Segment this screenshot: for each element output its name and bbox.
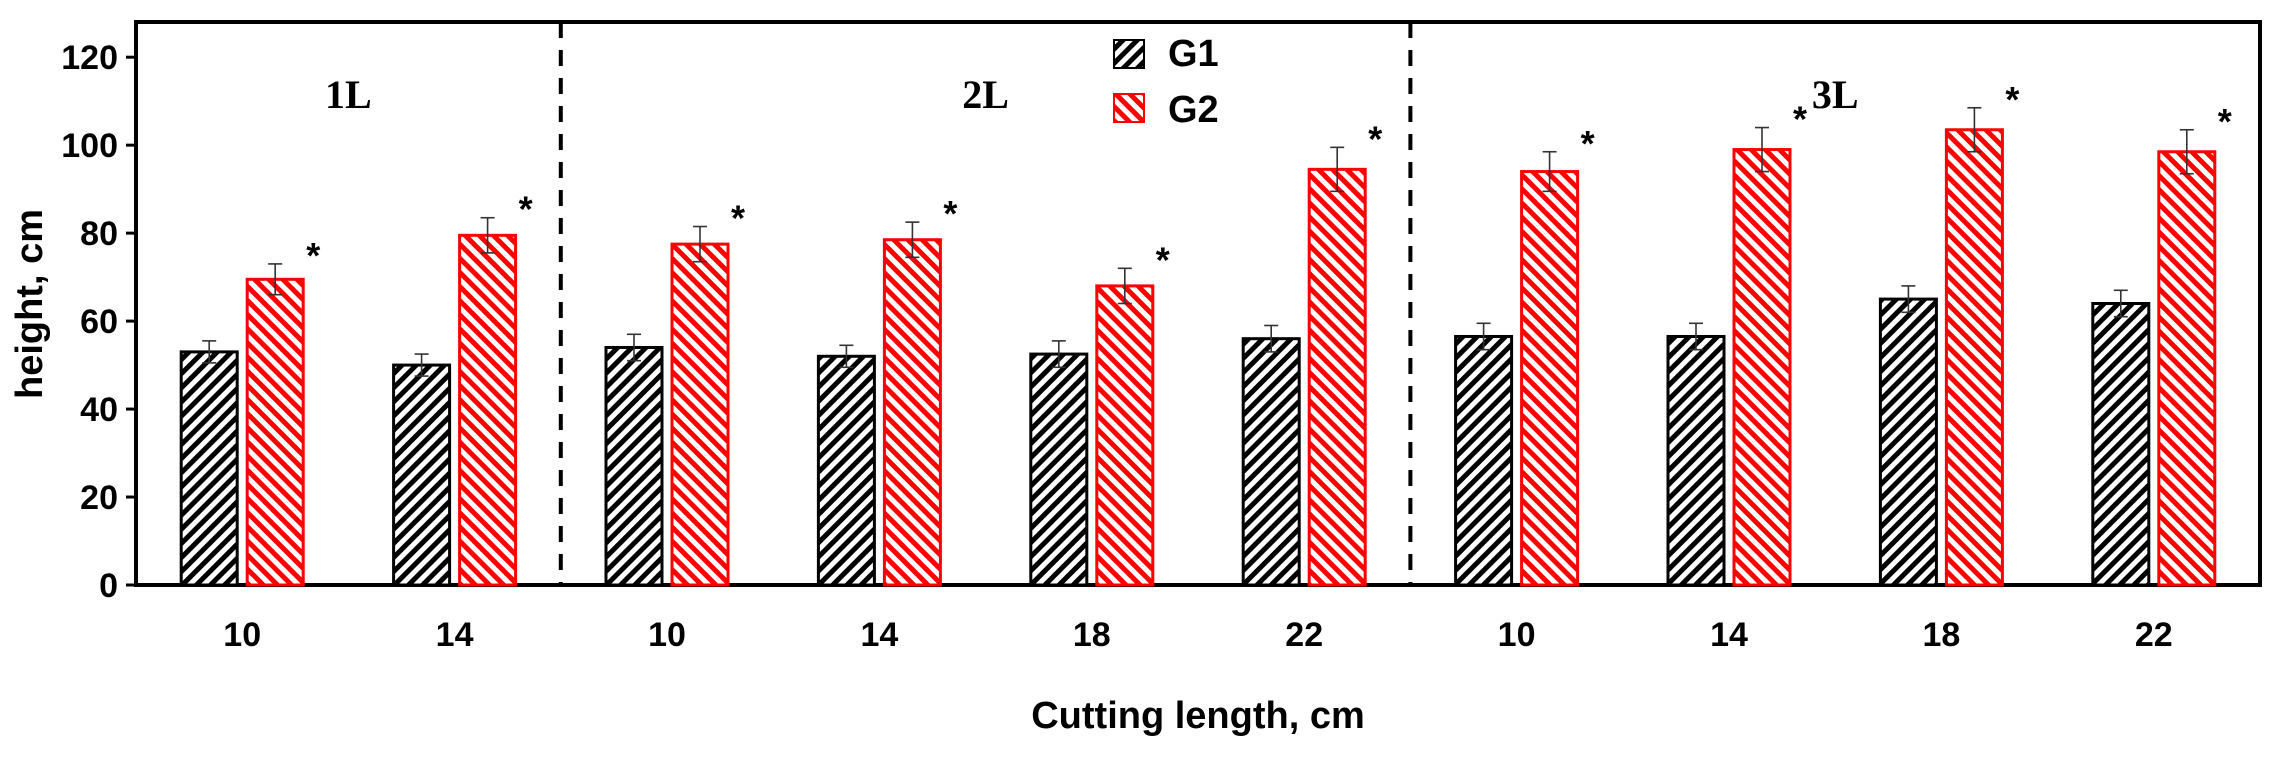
bar-g2: [2157, 150, 2217, 587]
legend: G1 G2: [1113, 33, 1219, 131]
y-tick-label: 20: [80, 479, 118, 517]
bar-g2: [670, 242, 730, 587]
y-tick-label: 80: [80, 215, 118, 253]
x-tick-label: 10: [223, 616, 261, 654]
significance-marker: *: [1793, 99, 1807, 140]
bar-g1: [1454, 334, 1514, 587]
x-axis-title: Cutting length, cm: [1031, 695, 1365, 737]
bars: * * * * * * * * * *: [179, 79, 2232, 587]
significance-marker: *: [1581, 123, 1595, 164]
x-tick-label: 10: [648, 616, 686, 654]
x-tick-label: 14: [860, 616, 898, 654]
significance-marker: *: [2218, 101, 2232, 142]
x-tick-label: 18: [1073, 616, 1111, 654]
y-axis-title: height, cm: [9, 209, 51, 399]
bar-g1: [816, 354, 876, 587]
significance-marker: *: [519, 189, 533, 230]
group-label-3L: 3L: [1812, 72, 1859, 117]
legend-swatch-g1: [1113, 39, 1145, 69]
y-tick-label: 40: [80, 391, 118, 429]
bar-g2: [882, 238, 942, 587]
bar-g1: [1878, 297, 1938, 587]
x-tick-label: 14: [436, 616, 474, 654]
x-tick-label: 22: [1285, 616, 1323, 654]
bar-g2: [1520, 170, 1580, 587]
y-axis: 0 20 40 60 80 100 120: [61, 39, 136, 605]
significance-marker: *: [2005, 79, 2019, 120]
significance-marker: *: [1368, 118, 1382, 159]
bar-g1: [179, 350, 239, 587]
x-tick-label: 10: [1498, 616, 1536, 654]
y-tick-label: 0: [99, 567, 118, 605]
bar-g1: [604, 345, 664, 587]
group-labels: 1L 2L 3L: [325, 72, 1858, 117]
x-tick-label: 18: [1922, 616, 1960, 654]
bar-g1: [2091, 302, 2151, 587]
y-tick-label: 100: [61, 127, 118, 165]
y-tick-label: 120: [61, 39, 118, 77]
plot-frame: [134, 20, 2262, 587]
x-tick-label: 22: [2135, 616, 2173, 654]
bar-g2: [458, 233, 518, 587]
bar-g1: [1241, 337, 1301, 587]
bar-g2: [1732, 148, 1792, 587]
bar-g1: [1029, 352, 1089, 587]
bar-g1: [1666, 334, 1726, 587]
significance-marker: *: [731, 198, 745, 239]
significance-marker: *: [943, 193, 957, 234]
bar-g2: [1095, 284, 1155, 587]
x-axis: 10 14 10 14 18 22 10 14 18 22: [223, 616, 2172, 654]
legend-swatch-g2: [1113, 93, 1145, 123]
bar-g1: [392, 363, 452, 587]
significance-marker: *: [1156, 239, 1170, 280]
y-tick-label: 60: [80, 303, 118, 341]
legend-label-g2: G2: [1168, 89, 1219, 131]
group-dividers: [558, 22, 1413, 585]
legend-label-g1: G1: [1168, 33, 1219, 75]
group-label-2L: 2L: [962, 72, 1009, 117]
bar-g2: [1307, 167, 1367, 587]
x-tick-label: 14: [1710, 616, 1748, 654]
bar-g2: [245, 277, 305, 587]
group-label-1L: 1L: [325, 72, 372, 117]
significance-marker: *: [306, 235, 320, 276]
bar-g2: [1944, 128, 2004, 587]
